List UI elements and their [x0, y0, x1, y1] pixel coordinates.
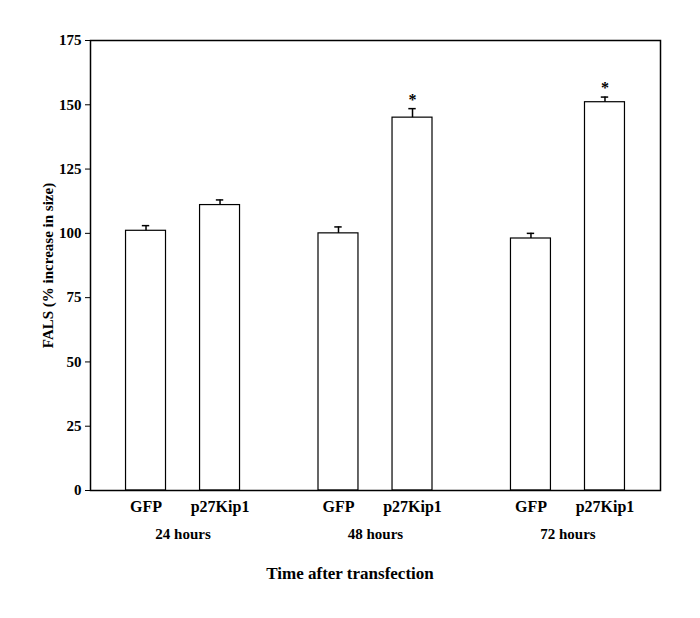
svg-text:p27Kip1: p27Kip1 [576, 498, 635, 516]
svg-text:*: * [601, 79, 609, 96]
svg-text:125: 125 [59, 161, 82, 177]
svg-text:72 hours: 72 hours [540, 526, 596, 542]
svg-text:GFP: GFP [515, 498, 547, 515]
svg-text:50: 50 [67, 354, 82, 370]
svg-text:FALS (% increase in size): FALS (% increase in size) [40, 183, 57, 348]
svg-text:25: 25 [67, 418, 82, 434]
svg-text:48 hours: 48 hours [348, 526, 404, 542]
svg-text:24 hours: 24 hours [155, 526, 211, 542]
svg-text:100: 100 [59, 225, 82, 241]
svg-text:p27Kip1: p27Kip1 [383, 498, 442, 516]
html-text:Time after transfection: Time after transfection [266, 564, 434, 583]
svg-text:p27Kip1: p27Kip1 [191, 498, 250, 516]
svg-text:175: 175 [59, 32, 82, 48]
svg-text:0: 0 [74, 482, 82, 498]
svg-text:150: 150 [59, 97, 82, 113]
svg-text:75: 75 [67, 289, 82, 305]
svg-text:GFP: GFP [322, 498, 354, 515]
svg-text:*: * [409, 91, 417, 108]
svg-text:GFP: GFP [130, 498, 162, 515]
